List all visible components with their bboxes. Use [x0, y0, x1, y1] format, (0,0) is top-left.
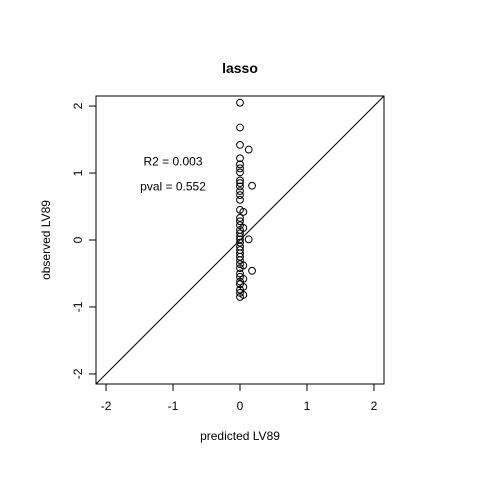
data-point — [248, 266, 256, 275]
x-tick-label: -1 — [168, 399, 179, 413]
data-point — [236, 232, 244, 241]
data-point — [236, 191, 244, 200]
data-point — [239, 207, 248, 216]
x-tick-label: 2 — [371, 399, 378, 413]
data-point — [236, 176, 244, 185]
data-point — [236, 160, 244, 169]
x-axis-label: predicted LV89 — [200, 429, 280, 443]
annotations: R2 = 0.003 pval = 0.552 — [140, 155, 206, 194]
y-tick-label: -2 — [71, 368, 85, 379]
y-tick-label: 2 — [71, 102, 85, 109]
chart-title: lasso — [222, 60, 258, 76]
data-point — [236, 260, 244, 269]
y-tick-label: -1 — [71, 301, 85, 312]
data-point — [236, 154, 244, 163]
data-point — [236, 252, 244, 261]
y-axis: -2 -1 0 1 2 — [71, 102, 96, 379]
y-tick-label: 1 — [71, 169, 85, 176]
data-point — [236, 179, 244, 187]
data-point — [236, 264, 244, 273]
data-points — [236, 98, 256, 301]
y-tick-label: 0 — [71, 236, 85, 243]
x-tick-label: 0 — [237, 399, 244, 413]
data-point — [236, 229, 244, 238]
x-tick-label: -2 — [101, 399, 112, 413]
data-point — [236, 217, 244, 226]
data-point — [236, 293, 244, 301]
data-point — [248, 181, 256, 190]
data-point — [244, 145, 253, 154]
data-point — [236, 187, 244, 196]
data-point — [236, 140, 244, 149]
annotation-text: R2 = 0.003 — [143, 155, 202, 169]
data-point — [236, 213, 244, 222]
data-point — [236, 98, 244, 107]
x-tick-label: 1 — [304, 399, 311, 413]
data-point — [236, 238, 244, 247]
data-point — [236, 195, 244, 204]
data-point — [244, 235, 253, 244]
annotation-text: pval = 0.552 — [140, 179, 206, 193]
data-point — [236, 123, 244, 132]
y-axis-label: observed LV89 — [39, 200, 53, 280]
data-point — [236, 235, 244, 244]
data-point — [236, 164, 244, 173]
data-point — [236, 168, 244, 177]
data-point — [236, 182, 244, 191]
x-axis: -2 -1 0 1 2 — [101, 384, 378, 413]
